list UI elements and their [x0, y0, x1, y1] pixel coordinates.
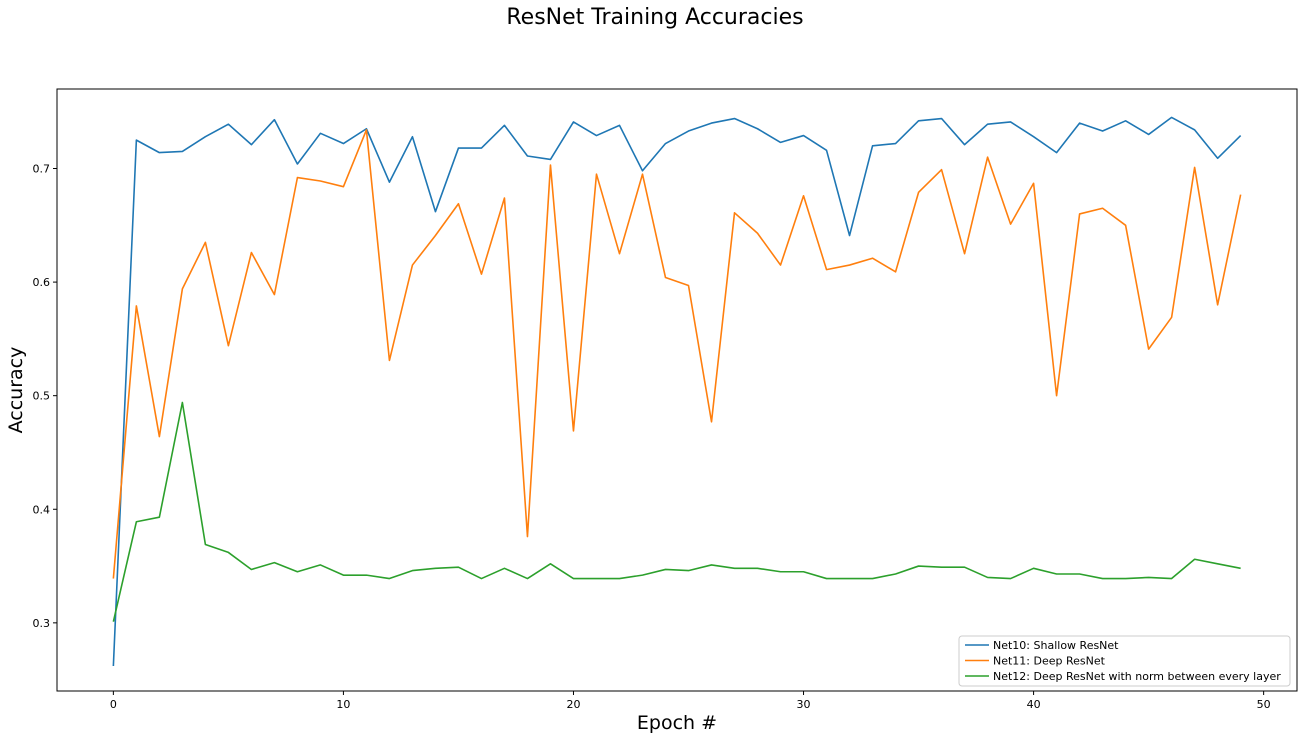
- legend-box: [958, 635, 1291, 687]
- y-tick-label: 0.3: [33, 617, 51, 630]
- y-axis-title: Accuracy: [5, 347, 27, 434]
- y-tick-label: 0.4: [33, 503, 51, 516]
- legend-label: Net11: Deep ResNet: [993, 655, 1106, 668]
- chart-title: ResNet Training Accuracies: [506, 5, 803, 30]
- y-tick-label: 0.5: [33, 390, 51, 403]
- y-tick-label: 0.7: [33, 163, 51, 176]
- legend: Net10: Shallow ResNet Net11: Deep ResNet N…: [958, 635, 1291, 687]
- y-tick-label: 0.6: [33, 276, 51, 289]
- x-tick-label: 10: [336, 698, 350, 711]
- legend-label: Net12: Deep ResNet with norm between eve…: [993, 670, 1281, 683]
- x-tick-label: 0: [110, 698, 117, 711]
- series-line-10: [112, 116, 1242, 667]
- x-axis: 0 10 20 30 40 50: [110, 691, 1271, 711]
- x-tick-label: 30: [797, 698, 811, 711]
- plot-frame: [56, 88, 1298, 692]
- plot-area: [57, 89, 1297, 691]
- legend-label: Net10: Shallow ResNet: [993, 639, 1119, 652]
- y-axis: 0.3 0.4 0.5 0.6 0.7: [33, 163, 57, 630]
- series-lines: [112, 116, 1242, 667]
- x-axis-title: Epoch #: [637, 712, 717, 734]
- x-tick-label: 50: [1257, 698, 1271, 711]
- series-line-11: [112, 129, 1242, 579]
- series-line-12: [112, 401, 1241, 622]
- x-tick-label: 20: [566, 698, 580, 711]
- x-tick-label: 40: [1027, 698, 1041, 711]
